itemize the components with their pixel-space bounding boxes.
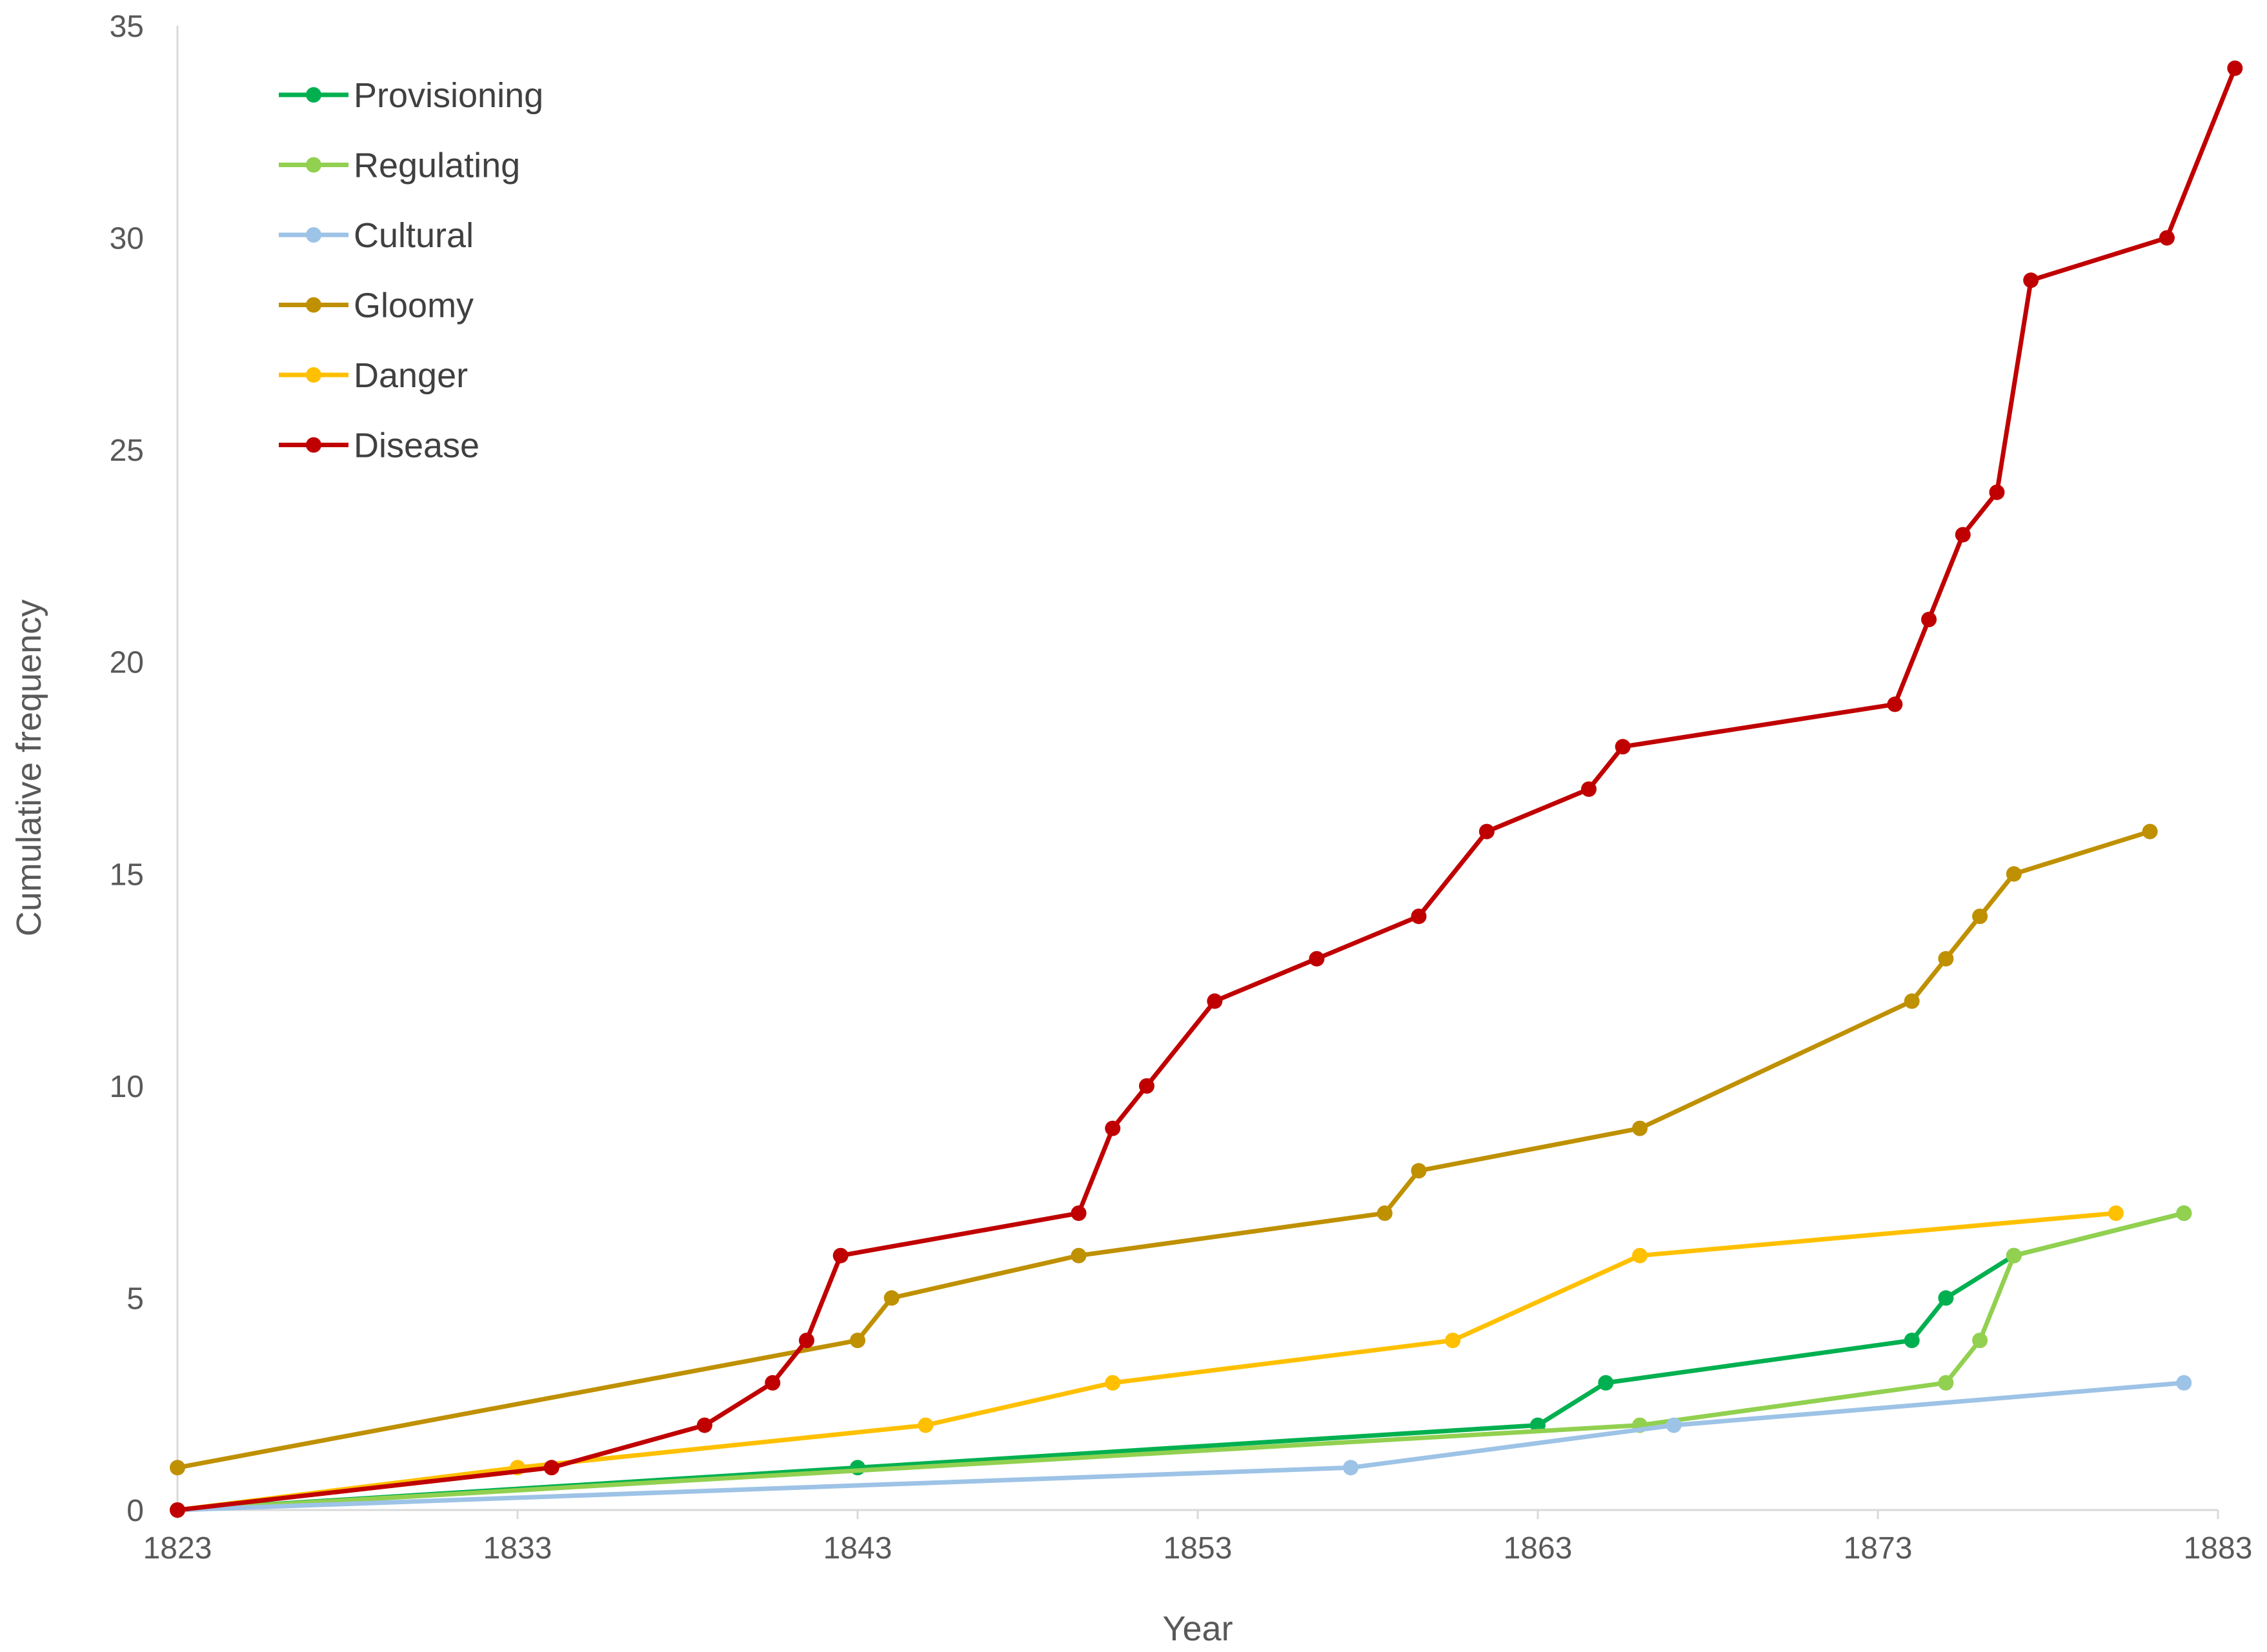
data-point-disease (1581, 781, 1597, 797)
data-point-disease (696, 1417, 712, 1433)
data-point-cultural (1666, 1417, 1682, 1433)
data-point-provisioning (1598, 1375, 1614, 1391)
x-tick-label: 1863 (1504, 1531, 1573, 1566)
axes: 0 5 10 15 20 25 30 35 1823 1833 1843 1853 1863 1873 18… (110, 10, 2253, 1566)
data-point-disease (1921, 612, 1937, 627)
data-point-gloomy (850, 1333, 865, 1349)
data-point-disease (1478, 823, 1495, 840)
data-point-gloomy (1376, 1205, 1393, 1221)
data-point-disease (765, 1375, 781, 1391)
data-point-provisioning (1938, 1290, 1954, 1306)
y-tick-label: 5 (126, 1282, 144, 1316)
data-point-disease (798, 1333, 814, 1349)
series-line-regulating (175, 1211, 2186, 1513)
series-gloomy (170, 823, 2158, 1476)
data-point-cultural (1343, 1460, 1359, 1476)
legend-item-danger: Danger (279, 356, 468, 395)
data-point-regulating (2006, 1247, 2022, 1264)
x-tick-label: 1873 (1844, 1531, 1913, 1566)
legend-item-cultural: Cultural (279, 216, 474, 255)
legend-marker-regulating (306, 157, 321, 173)
data-point-regulating (2176, 1205, 2192, 1221)
x-tick-label: 1823 (143, 1531, 212, 1566)
legend-marker-cultural (306, 227, 321, 243)
x-tick-label: 1853 (1164, 1531, 1233, 1566)
series-line-gloomy (175, 829, 2153, 1470)
data-point-provisioning (1904, 1333, 1920, 1349)
legend-label-cultural: Cultural (354, 216, 474, 255)
data-point-regulating (1938, 1375, 1954, 1391)
data-point-gloomy (1938, 951, 1954, 967)
x-tick-label: 1843 (823, 1531, 892, 1566)
data-point-disease (1207, 993, 1223, 1009)
data-point-cultural (2176, 1375, 2192, 1391)
data-point-regulating (1972, 1333, 1988, 1349)
data-point-disease (1138, 1078, 1154, 1094)
series-line-provisioning (175, 1211, 2186, 1513)
y-tick-label: 25 (110, 434, 144, 468)
y-tick-label: 0 (126, 1494, 144, 1528)
legend-item-provisioning: Provisioning (279, 76, 543, 115)
data-point-gloomy (170, 1460, 185, 1476)
data-point-disease (2159, 230, 2175, 246)
data-point-disease (832, 1247, 849, 1264)
data-point-danger (1105, 1375, 1121, 1391)
series-disease (170, 60, 2243, 1518)
data-point-gloomy (2006, 866, 2022, 882)
data-point-gloomy (883, 1290, 900, 1306)
data-point-danger (1445, 1333, 1461, 1349)
y-tick-label: 15 (110, 858, 144, 892)
legend-marker-provisioning (306, 87, 321, 103)
legend-marker-gloomy (306, 297, 321, 313)
data-point-disease (1989, 484, 2005, 500)
data-point-danger (2108, 1205, 2124, 1221)
data-point-disease (1309, 951, 1325, 967)
series-line-cultural (175, 1380, 2186, 1513)
data-point-gloomy (1904, 993, 1920, 1009)
data-point-disease (1411, 909, 1427, 924)
legend-marker-danger (306, 367, 321, 383)
data-point-disease (2023, 272, 2039, 288)
series-line-danger (175, 1211, 2119, 1513)
x-tick-label: 1883 (2184, 1531, 2253, 1566)
data-point-disease (543, 1460, 559, 1476)
data-point-gloomy (1972, 909, 1988, 924)
legend-label-disease: Disease (354, 427, 479, 465)
x-axis-title: Year (1162, 1609, 1233, 1648)
data-point-danger (918, 1417, 934, 1433)
y-tick-label: 20 (110, 646, 144, 680)
data-point-danger (1632, 1247, 1648, 1264)
legend-label-provisioning: Provisioning (354, 76, 543, 115)
legend: Provisioning Regulating Cultural Gloomy Dang… (279, 76, 543, 465)
legend-item-gloomy: Gloomy (279, 287, 474, 325)
series-line-disease (175, 66, 2237, 1513)
legend-label-danger: Danger (354, 356, 468, 395)
data-point-disease (1887, 696, 1903, 712)
data-point-gloomy (1632, 1120, 1648, 1136)
y-tick-label: 10 (110, 1070, 144, 1104)
data-point-disease (1105, 1120, 1121, 1136)
data-point-disease (1615, 739, 1631, 755)
series-layer (170, 60, 2243, 1518)
data-point-disease (170, 1502, 185, 1518)
series-danger (170, 1205, 2124, 1518)
legend-marker-disease (306, 437, 321, 453)
data-point-gloomy (1071, 1247, 1087, 1264)
data-point-disease (2227, 60, 2243, 76)
y-tick-label: 30 (110, 222, 144, 256)
legend-label-regulating: Regulating (354, 146, 520, 185)
y-tick-label: 35 (110, 10, 144, 44)
legend-item-disease: Disease (279, 427, 479, 465)
data-point-gloomy (2142, 823, 2158, 840)
legend-item-regulating: Regulating (279, 146, 520, 185)
y-axis-title: Cumulative frequency (10, 599, 48, 936)
legend-label-gloomy: Gloomy (354, 287, 474, 325)
x-tick-label: 1833 (483, 1531, 552, 1566)
data-point-disease (1071, 1205, 1087, 1221)
data-point-gloomy (1411, 1163, 1427, 1179)
data-point-disease (1955, 527, 1971, 543)
